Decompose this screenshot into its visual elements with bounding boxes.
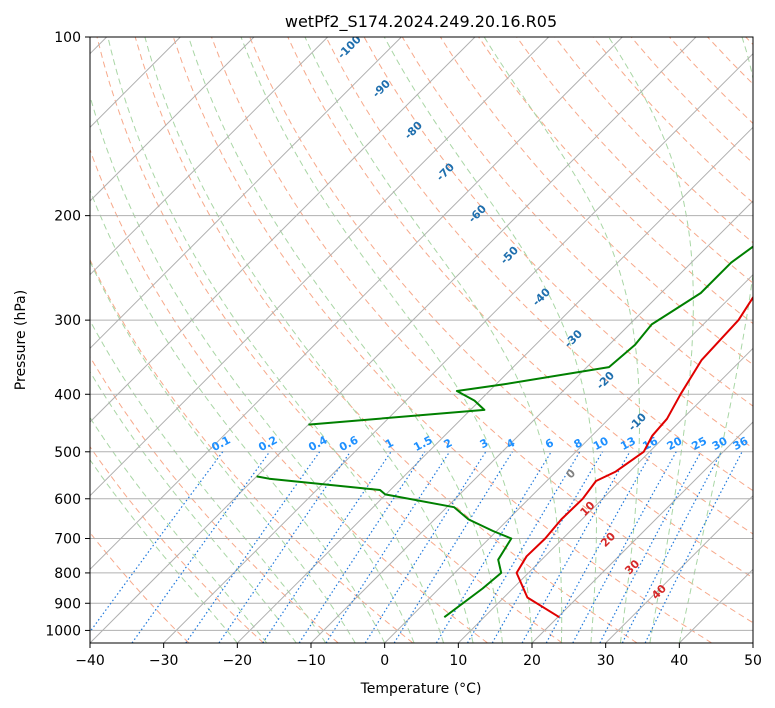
mixing-ratio-label: 30 [710,434,730,453]
dry-adiabat [96,37,563,643]
profiles [256,245,753,619]
mixing-ratio-line [435,451,552,643]
moist-adiabat [240,37,533,643]
isotherm-line [163,52,753,643]
moist-adiabat [90,370,297,643]
mixing-ratio-label: 25 [689,434,709,453]
moist-adiabat [90,416,268,643]
x-tick-label: 20 [523,653,541,669]
y-tick-label: 300 [54,313,81,329]
dry-adiabat [325,37,753,492]
isotherm-line [531,421,753,643]
temperature-profile-line [515,295,753,619]
x-tick-label: 40 [670,653,688,669]
isotherm-line [90,37,623,571]
x-tick-label: −40 [75,653,105,669]
moist-adiabat [483,37,640,643]
chart-title: wetPf2_S174.2024.249.20.16.R05 [285,12,557,32]
plot-frame [89,36,754,644]
mixing-ratio-line [185,451,321,643]
isotherm-line [90,37,402,350]
y-tick-label: 700 [54,532,81,548]
y-tick-label: 900 [54,596,81,612]
mixing-ratio-line [131,451,271,643]
mixing-ratio-line [364,451,487,643]
mixing-ratio-label: 13 [618,434,638,453]
y-tick-label: 1000 [45,623,81,639]
mixing-ratio-line [545,451,653,643]
dewpoint-profile-line [308,245,753,426]
x-tick-label: −10 [296,653,326,669]
moist-adiabat [90,188,386,643]
mixing-ratio-line [218,451,351,643]
mixing-ratio-line [325,451,451,643]
mixing-ratio-line [521,451,631,643]
isotherm-line [457,347,753,643]
isotherm-line [310,200,753,643]
isotherm-line [236,126,753,643]
moist-adiabat [383,37,597,643]
dry-adiabat [134,37,638,643]
moist-adiabat [90,260,356,643]
isotherm-line [605,494,753,643]
dry-adiabat [172,37,712,643]
isotherm-line [384,273,753,643]
axis-ticks: −40 −30 −20 −10 0 10 20 30 40 50 100 200 300 400 500 60… [45,30,762,669]
moist-adiabat [144,37,474,643]
y-tick-label: 600 [54,492,81,508]
moist-adiabat [90,319,327,643]
dry-adiabat [90,258,414,643]
x-tick-label: 10 [449,653,467,669]
mixing-ratio-label: 10 [591,434,611,453]
y-tick-label: 200 [54,209,81,225]
mixing-ratio-line [644,451,743,643]
mixing-ratio-line [298,451,426,643]
moist-adiabat [90,458,238,643]
moist-adiabat [678,37,753,643]
dewpoint-profile-line [256,475,513,619]
mixing-ratio-line [599,451,702,643]
x-tick-label: −30 [149,653,179,669]
dry-adiabat [516,37,753,284]
y-tick-label: 100 [54,30,81,46]
dry-adiabat [287,37,753,535]
mixing-ratio-line [90,451,224,633]
dry-adiabat [90,355,339,643]
mixing-ratio-label: 36 [731,434,751,453]
mixing-ratio-label: 20 [665,434,685,453]
y-tick-label: 800 [54,566,81,582]
isotherm-line [90,37,550,497]
moist-adiabat [188,37,503,643]
y-tick-label: 500 [54,445,81,461]
moist-adiabat [608,37,694,643]
mixing-ratio-line [572,451,677,643]
x-tick-label: 0 [380,653,389,669]
moist-adiabat [304,37,563,643]
background-lines [90,37,753,643]
dry-adiabat [249,37,753,579]
x-axis-label: Temperature (°C) [360,681,482,697]
y-axis-label: Pressure (hPa) [13,290,29,390]
mixing-ratio-line [262,451,392,643]
x-tick-label: 30 [597,653,615,669]
isotherm-line [90,37,255,202]
y-tick-label: 400 [54,387,81,403]
isotherm-line [90,37,697,643]
dry-adiabat [90,445,264,643]
isotherm-line [90,37,476,423]
isotherm-line [90,37,329,276]
dry-adiabat [211,37,753,624]
x-tick-label: −20 [223,653,253,669]
x-tick-label: 50 [744,653,762,669]
